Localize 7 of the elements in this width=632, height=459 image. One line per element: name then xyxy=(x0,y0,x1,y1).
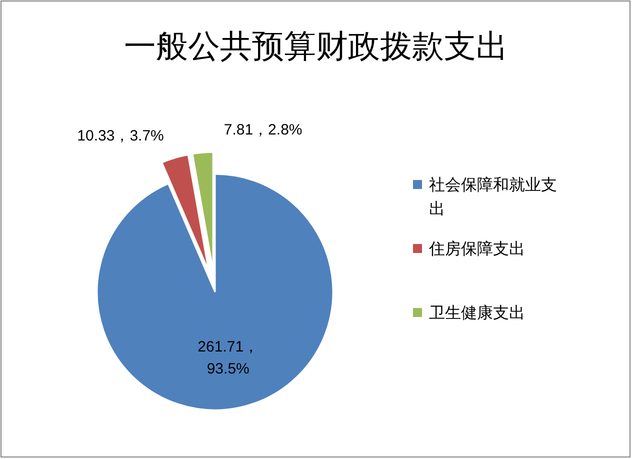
data-label: 7.81，2.8% xyxy=(224,122,302,139)
data-label: 10.33，3.7% xyxy=(77,127,164,144)
legend-label: 卫生健康支出 xyxy=(429,304,525,322)
legend-label: 社会保障和就业支出 xyxy=(429,176,557,218)
data-label: 261.71，93.5% xyxy=(198,338,259,378)
chart-title: 一般公共预算财政拨款支出 xyxy=(124,28,508,64)
legend-label: 住房保障支出 xyxy=(428,240,525,258)
